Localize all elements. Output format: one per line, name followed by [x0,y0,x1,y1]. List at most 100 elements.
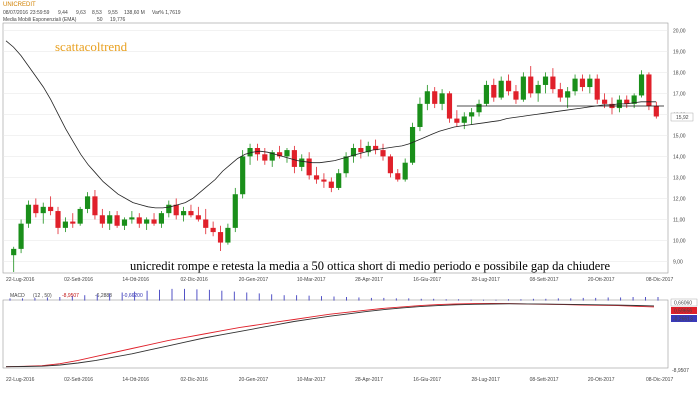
date-tick-label: 14-Ott-2016 [122,277,149,283]
candle-body [461,116,467,123]
date-tick-label: 08-Dic-2017 [646,277,673,283]
candle-body [542,76,549,85]
indicator-label: Media Mobili Esponenziali (EMA) [3,17,77,23]
date-tick-label: 22-Lug-2016 [6,277,35,283]
macd-badge-mid-value: 0,59656 [674,309,692,315]
date-tick-label: 08-Sett-2017 [530,277,559,283]
candle-body [166,204,172,214]
candle-body [624,99,630,104]
candle-body [277,152,283,157]
date-tick-label: 28-Apr-2017 [355,377,383,383]
candle-body [84,196,91,209]
candle-body [520,76,526,100]
last-price-badge: 15,92 [670,112,694,122]
candle-body [299,158,305,167]
indicator-period: 50 [97,17,103,23]
candle-body [269,152,275,161]
price-tick-label: 12,00 [673,196,686,202]
last-price-box [670,112,694,122]
candle-body [350,148,357,157]
price-tick-label: 10,00 [673,238,686,244]
candle-body [579,78,586,88]
annotation-text: unicredit rompe e retesta la media a 50 … [130,259,610,273]
macd-header: MACD (12 , 50) -8,9507 -6,2888 -0,66200 [10,293,143,299]
candle-body [491,84,497,98]
date-tick-label: 02-Dic-2016 [181,377,208,383]
candle-body [48,206,54,212]
date-tick-label: 10-Mar-2017 [297,377,326,383]
candle-body [373,145,379,151]
candle-body [476,103,482,113]
macd-label: MACD [10,293,25,299]
candle-body [513,91,519,100]
candle-body [240,156,246,195]
candle-body [55,211,61,228]
candle-body [247,148,253,157]
candle-body [409,126,416,163]
signal-line [5,303,655,368]
date-axis-bottom: 22-Lug-2016 02-Sett-2016 14-Ott-2016 02-Dic… [6,377,673,383]
macd-badges: 0,66060 0,59656 -0,26613 -8,9507 [670,298,698,374]
candle-body [70,221,76,224]
candle-body [498,80,504,98]
last-price-value: 15,92 [676,115,689,121]
price-axis: 9,0010,0011,0012,0013,0014,0015,0016,001… [673,28,686,265]
candle-body [469,112,475,117]
candle-body [587,78,593,88]
candles [11,66,659,272]
header-high: 9,63 [76,10,86,16]
macd-params: (12 , 50) [33,293,52,299]
date-tick-label: 14-Ott-2016 [122,377,149,383]
date-tick-label: 28-Lug-2017 [471,277,500,283]
candle-body [217,232,224,243]
price-tick-label: 11,00 [673,217,685,223]
date-tick-label: 20-Ott-2017 [588,277,615,283]
macd-axis-bottom: -8,9507 [672,368,689,374]
date-tick-label: 08-Sett-2017 [530,377,559,383]
candle-body [40,206,46,214]
header-time: 23:59:59 [30,10,50,16]
header-var: Var% 1,7619 [152,10,181,16]
candle-body [180,211,187,216]
date-axis-top: 22-Lug-2016 02-Sett-2016 14-Ott-2016 02-Dic… [6,277,673,283]
price-grid [3,30,668,262]
candle-body [151,219,157,224]
candle-body [77,208,83,224]
candle-body [343,156,349,174]
price-tick-label: 13,00 [673,175,686,181]
date-tick-label: 02-Sett-2016 [64,277,93,283]
candle-body [121,219,128,226]
candle-body [365,145,371,153]
date-tick-label: 22-Lug-2016 [6,377,35,383]
candle-body [424,91,430,104]
candle-body [62,221,68,228]
candle-body [188,211,194,216]
macd-badge-top [670,298,698,307]
candle-body [195,215,201,220]
candle-body [638,74,645,96]
price-tick-label: 9,00 [673,259,683,265]
macd-badge-mid [671,307,697,314]
candle-body [232,194,238,228]
header-low: 8,53 [92,10,102,16]
candle-body [210,227,216,233]
date-tick-label: 20-Ott-2017 [588,377,615,383]
header-volume: 138,60 M [124,10,145,16]
price-tick-label: 19,00 [673,49,686,55]
candle-body [284,150,290,157]
date-tick-label: 20-Gen-2017 [239,377,269,383]
candle-body [402,162,408,180]
candle-body [92,196,98,216]
candle-body [380,150,386,157]
ohlc-header: 08/07/2016 23:59:59 9,44 9,63 8,53 9,55 … [3,10,181,23]
date-tick-label: 28-Apr-2017 [355,277,383,283]
candle-body [114,215,120,226]
candle-body [11,248,17,256]
date-tick-label: 28-Lug-2017 [471,377,500,383]
candle-body [18,223,24,249]
candle-body [173,204,179,216]
date-tick-label: 20-Gen-2017 [239,277,269,283]
macd-badge-bot-value: -0,26613 [673,317,693,323]
ema-50-line [5,40,656,209]
candle-body [646,74,652,106]
